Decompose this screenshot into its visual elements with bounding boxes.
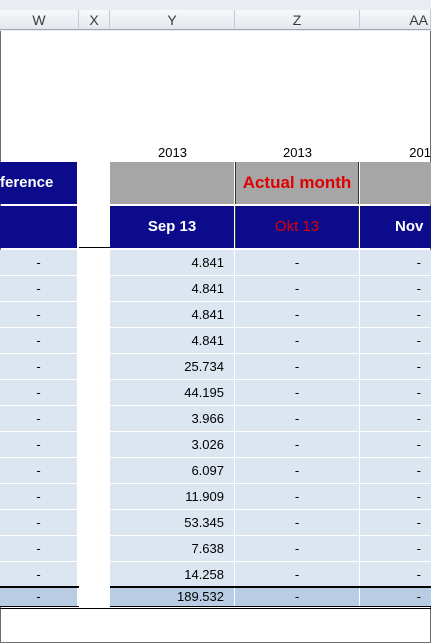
table-row: -14.258- -: [0, 562, 431, 588]
table-row: -11.909- -: [0, 484, 431, 510]
cell-y[interactable]: 25.734: [110, 354, 234, 380]
table-row: -4.841- -: [0, 276, 431, 302]
cell-z[interactable]: -: [235, 484, 359, 510]
cell-y[interactable]: 4.841: [110, 302, 234, 328]
cell-z[interactable]: -: [235, 354, 359, 380]
cell-aa[interactable]: -: [360, 484, 431, 510]
cell-w[interactable]: -: [0, 380, 77, 406]
cell-aa[interactable]: -: [360, 250, 431, 276]
cell-aa[interactable]: -: [360, 458, 431, 484]
cell-z[interactable]: -: [235, 432, 359, 458]
cell-z[interactable]: -: [235, 302, 359, 328]
cell-z[interactable]: -: [235, 458, 359, 484]
month-header-sep: Sep 13: [110, 206, 234, 248]
cell-y[interactable]: 7.638: [110, 536, 234, 562]
difference-subheader: [0, 206, 77, 248]
table-row: -3.026- -: [0, 432, 431, 458]
cell-y[interactable]: 11.909: [110, 484, 234, 510]
table-row: -7.638- -: [0, 536, 431, 562]
cell-y[interactable]: 4.841: [110, 250, 234, 276]
cell-y[interactable]: 4.841: [110, 328, 234, 354]
cell-z[interactable]: -: [235, 562, 359, 588]
cell-y[interactable]: 6.097: [110, 458, 234, 484]
cell-w[interactable]: -: [0, 510, 77, 536]
year-label-aa: 201: [409, 145, 431, 160]
cell-w[interactable]: -: [0, 536, 77, 562]
month-header-nov: Nov: [360, 206, 431, 248]
cell-aa[interactable]: -: [360, 432, 431, 458]
cell-y[interactable]: 3.026: [110, 432, 234, 458]
column-header-z[interactable]: Z: [235, 10, 360, 30]
table-row: -4.841- -: [0, 328, 431, 354]
cell-z[interactable]: -: [235, 328, 359, 354]
cell-w[interactable]: -: [0, 276, 77, 302]
table-row: -25.734- -: [0, 354, 431, 380]
cell-aa[interactable]: -: [360, 302, 431, 328]
total-cell-y[interactable]: 189.532: [110, 588, 234, 606]
total-cell-z[interactable]: -: [235, 588, 359, 606]
cell-w[interactable]: -: [0, 458, 77, 484]
difference-header: ference: [0, 162, 77, 204]
year-label-y: 2013: [158, 145, 187, 160]
table-row: -3.966- -: [0, 406, 431, 432]
cell-y[interactable]: 4.841: [110, 276, 234, 302]
total-cell-aa[interactable]: -: [360, 588, 431, 606]
cell-aa[interactable]: -: [360, 562, 431, 588]
cell-w[interactable]: -: [0, 406, 77, 432]
cell-aa[interactable]: -: [360, 510, 431, 536]
table-row: -53.345- -: [0, 510, 431, 536]
cell-z[interactable]: -: [235, 510, 359, 536]
cell-aa[interactable]: -: [360, 328, 431, 354]
cell-w[interactable]: -: [0, 250, 77, 276]
cell-z[interactable]: -: [235, 276, 359, 302]
cell-z[interactable]: -: [235, 536, 359, 562]
month-header-okt: Okt 13: [235, 206, 359, 248]
cell-z[interactable]: -: [235, 406, 359, 432]
cell-aa[interactable]: -: [360, 380, 431, 406]
cell-aa[interactable]: -: [360, 354, 431, 380]
difference-header-label: ference: [0, 174, 54, 191]
cell-w[interactable]: -: [0, 354, 77, 380]
cell-aa[interactable]: -: [360, 536, 431, 562]
cell-aa[interactable]: -: [360, 276, 431, 302]
column-header-y[interactable]: Y: [110, 10, 235, 30]
table-row: -44.195- -: [0, 380, 431, 406]
header-gap-rule: [79, 247, 110, 248]
column-header-x[interactable]: X: [79, 10, 110, 30]
total-row: - 189.532 - -: [0, 586, 431, 609]
table-row: -4.841- -: [0, 250, 431, 276]
table-row: -4.841- -: [0, 302, 431, 328]
total-gap: [79, 584, 110, 608]
column-header-aa[interactable]: AA: [360, 10, 431, 30]
cell-w[interactable]: -: [0, 562, 77, 588]
cell-w[interactable]: -: [0, 432, 77, 458]
actual-month-header: Actual month: [235, 162, 359, 204]
cell-z[interactable]: -: [235, 380, 359, 406]
column-header-w[interactable]: W: [0, 10, 79, 30]
sep-group-header: [110, 162, 234, 204]
cell-aa[interactable]: -: [360, 406, 431, 432]
table-row: -6.097- -: [0, 458, 431, 484]
year-label-z: 2013: [283, 145, 312, 160]
total-cell-w[interactable]: -: [0, 588, 77, 606]
cell-y[interactable]: 44.195: [110, 380, 234, 406]
nov-group-header: [360, 162, 431, 204]
cell-y[interactable]: 14.258: [110, 562, 234, 588]
cell-y[interactable]: 53.345: [110, 510, 234, 536]
cell-y[interactable]: 3.966: [110, 406, 234, 432]
column-header-bar: W X Y Z AA: [0, 0, 431, 31]
cell-w[interactable]: -: [0, 484, 77, 510]
cell-w[interactable]: -: [0, 302, 77, 328]
cell-z[interactable]: -: [235, 250, 359, 276]
cell-w[interactable]: -: [0, 328, 77, 354]
